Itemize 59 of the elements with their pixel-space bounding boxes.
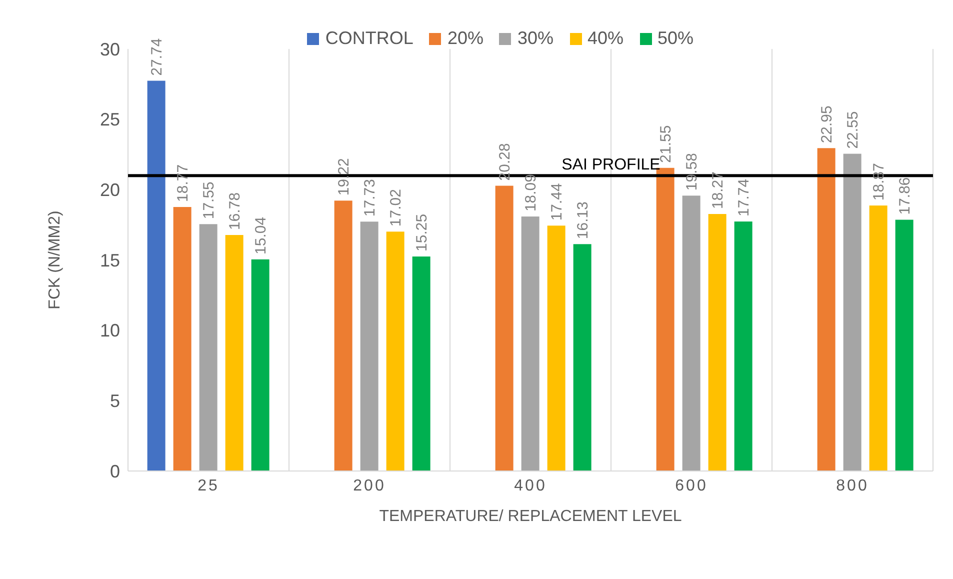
data-label: 18.87 <box>870 163 888 201</box>
bar <box>843 154 862 471</box>
legend-label: 20% <box>446 28 484 49</box>
bar <box>251 259 270 471</box>
data-label: 20.28 <box>496 143 514 181</box>
bar <box>173 206 192 471</box>
x-tick-label: 25 <box>198 477 220 494</box>
bar <box>386 232 404 471</box>
data-label: 17.02 <box>387 189 404 227</box>
y-tick-label: 0 <box>110 461 120 482</box>
data-label: 15.25 <box>413 214 430 252</box>
bar <box>817 148 836 471</box>
data-label: 19.22 <box>335 158 352 196</box>
bar <box>573 244 592 471</box>
legend-label: CONTROL <box>324 28 414 49</box>
data-label: 17.86 <box>896 177 914 215</box>
bar <box>521 216 540 471</box>
data-label: 16.78 <box>226 192 244 230</box>
bar <box>682 196 700 471</box>
data-label: 17.74 <box>735 178 752 216</box>
data-label: 18.77 <box>174 164 192 202</box>
y-tick-label: 5 <box>110 391 120 412</box>
bar <box>147 80 166 471</box>
y-tick-label: 20 <box>100 180 120 200</box>
y-axis-title: FCK (N/MM2) <box>46 210 64 310</box>
x-tick-label: 600 <box>675 477 708 494</box>
bar <box>869 206 888 471</box>
data-label: 18.09 <box>522 174 540 212</box>
legend-label: 40% <box>586 28 624 49</box>
bar <box>199 224 218 471</box>
x-axis-title: TEMPERATURE/ REPLACEMENT LEVEL <box>379 508 682 525</box>
bar <box>495 186 514 471</box>
data-label: 17.44 <box>548 183 566 221</box>
data-label: 18.27 <box>709 171 726 209</box>
x-tick-label: 400 <box>514 477 547 494</box>
bar <box>708 214 726 471</box>
bar <box>334 200 352 471</box>
data-label: 19.58 <box>683 153 700 191</box>
data-label: 22.55 <box>844 111 862 149</box>
bar <box>547 226 566 471</box>
y-tick-label: 10 <box>100 320 120 341</box>
bar <box>734 221 752 471</box>
data-label: 27.74 <box>148 38 166 76</box>
x-tick-label: 200 <box>353 477 386 494</box>
bar <box>225 234 244 471</box>
data-label: 17.73 <box>361 179 378 217</box>
y-tick-label: 30 <box>100 39 120 60</box>
bar <box>895 220 914 471</box>
y-tick-label: 15 <box>100 250 120 270</box>
bar <box>360 222 378 471</box>
legend-label: 30% <box>516 28 554 49</box>
data-label: 22.95 <box>818 106 836 144</box>
data-label: 17.55 <box>200 182 218 220</box>
legend-label: 50% <box>656 28 694 49</box>
y-tick-label: 25 <box>100 110 120 130</box>
bar <box>412 256 430 471</box>
data-label: 16.13 <box>574 202 592 240</box>
x-tick-label: 800 <box>836 477 869 494</box>
data-label: 15.04 <box>252 216 270 254</box>
